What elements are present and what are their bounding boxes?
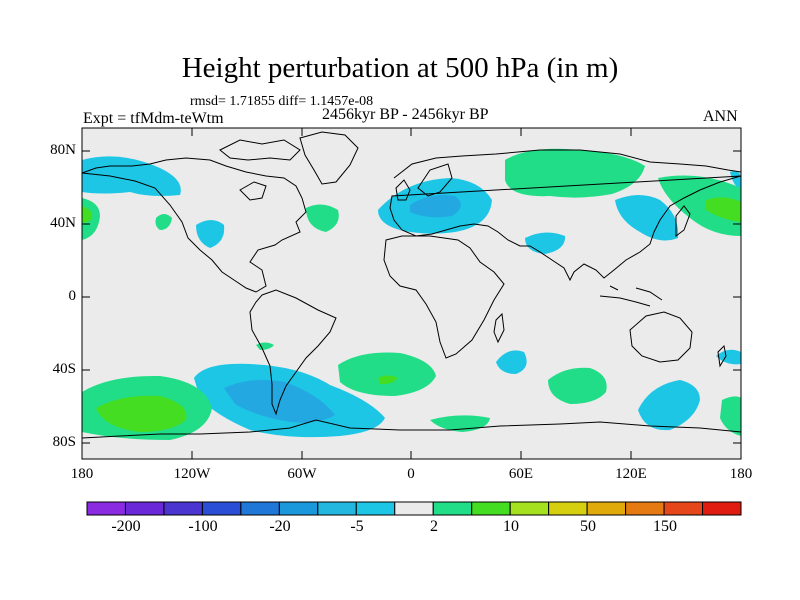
coast-australia bbox=[629, 311, 693, 363]
coast-scandinavia bbox=[417, 163, 453, 197]
lat-label-80s: 80S bbox=[52, 434, 76, 450]
anomaly-neg-south-atlantic bbox=[496, 350, 527, 374]
colorbar-swatch bbox=[278, 501, 319, 516]
lat-label-40n: 40N bbox=[50, 215, 76, 231]
anomaly-neg-europe-core bbox=[410, 195, 461, 218]
coast-madagascar bbox=[493, 312, 505, 344]
anomaly-pos-east-north-pacific bbox=[658, 175, 741, 236]
colorbar-label: -20 bbox=[269, 518, 291, 535]
figure-title: Height perturbation at 500 hPa (in m) bbox=[181, 52, 619, 84]
coast-africa bbox=[383, 235, 505, 359]
lon-label-0: 0 bbox=[407, 466, 415, 482]
coast-north-america bbox=[82, 157, 307, 293]
colorbar-swatch bbox=[548, 501, 588, 516]
lat-label-80n: 80N bbox=[50, 142, 76, 158]
colorbar-swatch bbox=[124, 501, 165, 516]
lon-label-180w: 180 bbox=[70, 466, 94, 482]
coastlines bbox=[82, 131, 741, 439]
colorbar-label: 10 bbox=[503, 518, 519, 535]
lon-label-60w: 60W bbox=[287, 466, 317, 482]
map-area bbox=[82, 128, 741, 459]
coast-indonesia bbox=[599, 285, 663, 307]
anomaly-pos-south-atlantic bbox=[338, 352, 436, 396]
coast-hudson-bay bbox=[239, 181, 267, 201]
colorbar-swatch bbox=[394, 501, 434, 516]
stats-label: rmsd= 1.71855 diff= 1.1457e-08 bbox=[190, 94, 374, 109]
colorbar-swatch bbox=[240, 501, 280, 516]
coast-south-america bbox=[249, 289, 337, 416]
anomaly-neg-australia-south bbox=[638, 380, 700, 431]
anomaly-pos-south-pacific-west-core bbox=[96, 395, 187, 432]
anomaly-pos-north-pacific-small bbox=[155, 214, 172, 230]
colorbar-swatch bbox=[86, 501, 126, 516]
colorbar-label: 150 bbox=[653, 518, 677, 535]
colorbar-label: 50 bbox=[580, 518, 596, 535]
colorbar-label: 2 bbox=[430, 518, 438, 535]
colorbar-label: -5 bbox=[350, 518, 364, 535]
anomaly-pos-north-atlantic bbox=[306, 204, 339, 232]
period-label: 2456kyr BP - 2456kyr BP bbox=[322, 106, 489, 123]
colorbar-swatch bbox=[471, 501, 511, 516]
colorbar-swatch bbox=[625, 501, 665, 516]
anomaly-pos-east-north-pacific-core bbox=[706, 197, 741, 222]
lat-label-0: 0 bbox=[68, 288, 77, 304]
anomaly-neg-tasman bbox=[716, 349, 741, 365]
anomaly-pos-north-asia bbox=[505, 148, 645, 198]
anomaly-pos-south-indian bbox=[548, 367, 607, 404]
anomaly-pos-southeast-edge bbox=[720, 396, 741, 436]
axis-ticks bbox=[81, 128, 742, 459]
coast-antarctica bbox=[82, 419, 741, 439]
colorbar-swatch bbox=[586, 501, 627, 516]
anomaly-neg-north-america-west bbox=[196, 220, 225, 248]
lon-label-120e: 120E bbox=[615, 466, 647, 482]
colorbar-swatch bbox=[317, 501, 357, 516]
colorbar-swatch bbox=[432, 501, 473, 516]
season-label: ANN bbox=[703, 108, 738, 125]
lon-label-120w: 120W bbox=[173, 466, 211, 482]
colorbar-label: -200 bbox=[111, 518, 141, 535]
coast-japan bbox=[675, 205, 691, 237]
lat-label-40s: 40S bbox=[52, 361, 76, 377]
colorbar-swatch bbox=[663, 501, 704, 516]
anomaly-pos-south-atlantic-core bbox=[378, 375, 398, 385]
coast-british-isles bbox=[395, 179, 411, 201]
anomaly-fields bbox=[82, 148, 741, 440]
coast-new-zealand bbox=[717, 344, 727, 368]
colorbar-swatch bbox=[163, 501, 203, 516]
colorbar-swatch bbox=[509, 501, 550, 516]
lon-label-60e: 60E bbox=[508, 466, 534, 482]
lon-label-180e: 180 bbox=[729, 466, 753, 482]
colorbar-swatch bbox=[702, 501, 742, 516]
coast-europe-asia bbox=[389, 149, 741, 282]
anomaly-pos-west-north-pacific-core bbox=[82, 206, 93, 223]
coast-arctic-islands bbox=[219, 139, 301, 161]
colorbar-swatch bbox=[201, 501, 242, 516]
coast-greenland bbox=[299, 131, 359, 185]
experiment-label: Expt = tfMdm-teWtm bbox=[83, 110, 224, 127]
colorbar bbox=[86, 501, 742, 516]
anomaly-neg-east-asia bbox=[615, 195, 679, 241]
colorbar-label: -100 bbox=[188, 518, 218, 535]
colorbar-swatch bbox=[355, 501, 396, 516]
